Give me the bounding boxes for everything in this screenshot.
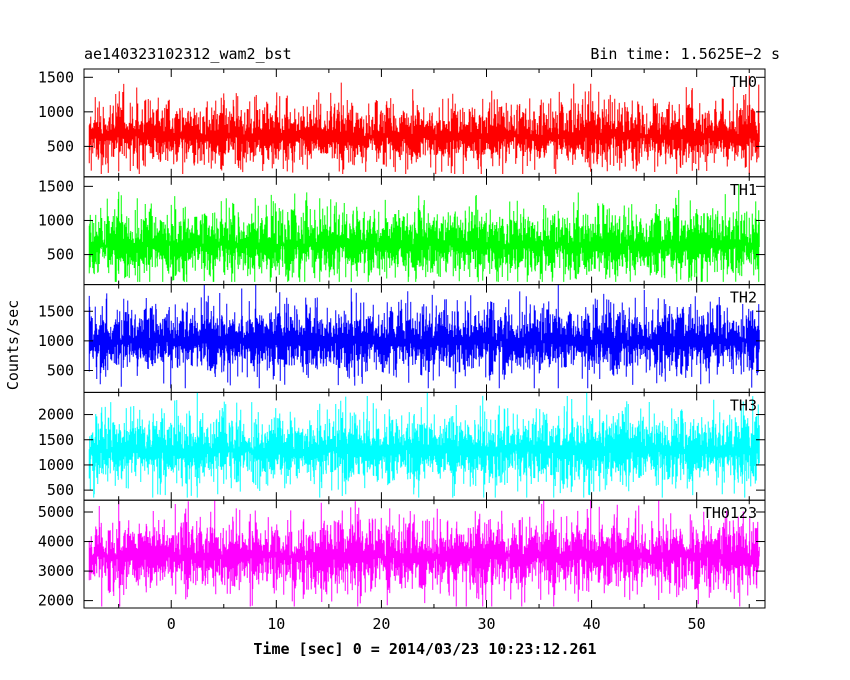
panel-th3: 500 1000 1500 2000 TH3 xyxy=(38,391,766,501)
x-tick-label: 20 xyxy=(372,615,390,633)
panel-th0123: 2000 3000 4000 5000 TH0123 xyxy=(38,499,766,610)
plot-title-right: Bin time: 1.5625E−2 s xyxy=(590,45,780,63)
series-line-th0123 xyxy=(88,500,760,607)
y-tick-label: 1500 xyxy=(38,68,74,86)
y-tick-label: 2000 xyxy=(38,406,74,424)
y-tick-label: 1000 xyxy=(38,103,74,121)
series-line-th2 xyxy=(88,284,760,389)
y-tick-label: 1000 xyxy=(38,332,74,350)
series-line-th1 xyxy=(88,184,760,282)
y-tick-label: 500 xyxy=(47,137,74,155)
plot-title-left: ae140323102312_wam2_bst xyxy=(84,45,292,63)
y-tick-label: 5000 xyxy=(38,503,74,521)
y-tick-label: 2000 xyxy=(38,592,74,610)
y-tick-label: 1500 xyxy=(38,302,74,320)
series-line-th3 xyxy=(88,392,760,498)
y-tick-label: 1500 xyxy=(38,431,74,449)
y-tick-label: 1500 xyxy=(38,177,74,195)
x-tick-label: 50 xyxy=(688,615,706,633)
x-tick-label: 40 xyxy=(583,615,601,633)
y-tick-label: 4000 xyxy=(38,533,74,551)
panel-th0: 500 1000 1500 TH0 xyxy=(38,68,766,178)
y-tick-label: 500 xyxy=(47,246,74,264)
y-tick-label: 1000 xyxy=(38,456,74,474)
y-tick-label: 1000 xyxy=(38,211,74,229)
y-tick-label: 500 xyxy=(47,481,74,499)
x-tick-label: 30 xyxy=(477,615,495,633)
panel-th2: 500 1000 1500 TH2 xyxy=(38,284,766,393)
series-line-th0 xyxy=(88,75,760,175)
panel-frame xyxy=(83,499,766,609)
panel-label-th1: TH1 xyxy=(730,181,757,199)
panel-th1: 500 1000 1500 TH1 xyxy=(38,176,766,286)
x-tick-label: 0 xyxy=(167,615,176,633)
panel-label-th0123: TH0123 xyxy=(703,504,757,522)
panel-label-th3: TH3 xyxy=(730,396,757,414)
panel-label-th2: TH2 xyxy=(730,289,757,307)
y-tick-label: 3000 xyxy=(38,562,74,580)
y-axis-label: Counts/sec xyxy=(4,300,22,390)
panel-label-th0: TH0 xyxy=(730,73,757,91)
y-tick-label: 500 xyxy=(47,361,74,379)
x-axis-label: Time [sec] 0 = 2014/03/23 10:23:12.261 xyxy=(253,640,596,658)
x-tick-label: 10 xyxy=(267,615,285,633)
